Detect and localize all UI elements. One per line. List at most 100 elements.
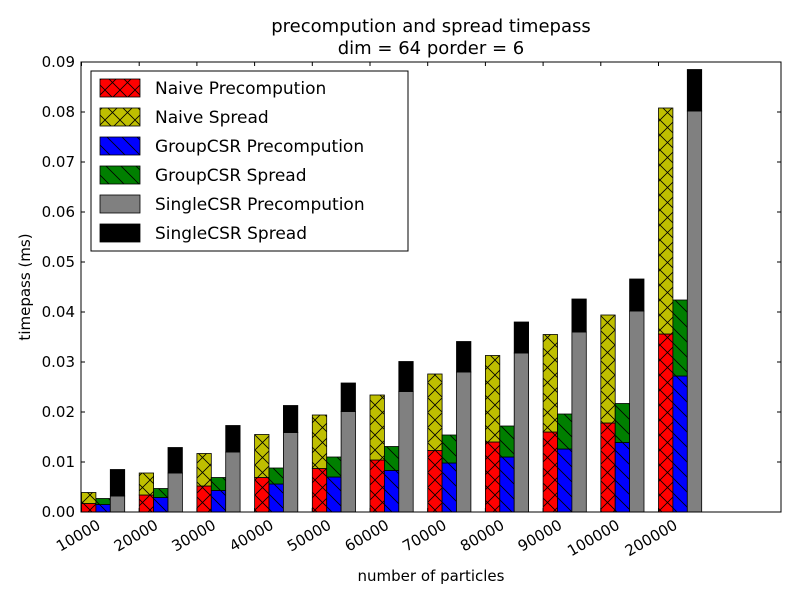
legend-label-groupcsr-precompution: GroupCSR Precompution [155,137,364,157]
bar-singlecsr-precompution-100000 [629,311,644,512]
legend-label-naive-precompution: Naive Precompution [155,79,326,99]
bar-singlecsr-precompution-60000 [398,391,414,512]
bar-hatch-naive-spread-80000 [485,355,500,442]
bar-hatch-groupcsr-spread-200000 [672,300,688,376]
chart-subtitle: dim = 64 porder = 6 [338,38,525,59]
y-tick-label: 0.01 [42,453,75,471]
bar-hatch-groupcsr-spread-60000 [384,446,399,471]
bar-singlecsr-spread-50000 [341,383,356,412]
legend-swatch-hatch-naive-spread [100,108,140,126]
bar-hatch-naive-spread-60000 [370,395,385,460]
bar-singlecsr-precompution-200000 [687,111,702,512]
bar-hatch-groupcsr-spread-40000 [269,468,284,484]
bar-outline-singlecsr-spread-20000 [167,447,183,474]
bar-outline-naive-spread-200000 [658,107,674,335]
bar-hatch-groupcsr-precompution-90000 [557,449,572,512]
bar-hatch-naive-precompution-60000 [370,460,385,512]
bar-outline-singlecsr-spread-90000 [571,298,587,333]
y-tick-label: 0.08 [42,103,75,121]
y-tick-label: 0.00 [42,503,75,521]
bar-hatch-groupcsr-precompution-100000 [615,442,630,512]
bar-hatch-groupcsr-spread-100000 [615,403,630,443]
bar-hatch-naive-precompution-70000 [427,450,443,512]
bar-hatch-naive-spread-100000 [600,315,616,423]
bar-hatch-naive-spread-90000 [543,334,558,432]
bar-singlecsr-spread-200000 [687,69,702,111]
chart-title: precompution and spread timepass [271,16,591,37]
bar-outline-naive-spread-70000 [427,373,443,451]
bar-hatch-groupcsr-spread-90000 [557,414,572,449]
bar-hatch-groupcsr-spread-50000 [326,457,342,477]
bar-outline-naive-spread-40000 [254,434,270,478]
bar-hatch-groupcsr-precompution-20000 [153,497,168,512]
bar-singlecsr-precompution-10000 [110,496,125,512]
bar-hatch-groupcsr-precompution-60000 [384,470,399,512]
bar-outline-naive-spread-50000 [311,414,328,469]
bar-singlecsr-precompution-20000 [168,473,183,512]
bar-outline-naive-spread-90000 [542,334,558,433]
bar-outline-singlecsr-spread-60000 [398,361,414,392]
bar-hatch-groupcsr-precompution-50000 [326,477,342,512]
bar-singlecsr-precompution-70000 [456,372,471,512]
legend-label-singlecsr-spread: SingleCSR Spread [155,224,307,244]
bar-hatch-naive-precompution-20000 [139,495,154,512]
bar-singlecsr-spread-80000 [514,322,529,353]
y-tick-label: 0.03 [42,353,75,371]
bar-hatch-naive-spread-20000 [139,473,154,495]
bar-hatch-groupcsr-precompution-30000 [211,490,226,512]
bar-singlecsr-spread-100000 [629,279,644,311]
bar-outline-singlecsr-spread-50000 [340,382,356,412]
bar-outline-naive-spread-60000 [369,394,385,461]
bar-singlecsr-spread-10000 [110,469,125,496]
bar-hatch-naive-spread-40000 [254,434,269,478]
bar-hatch-groupcsr-spread-30000 [211,477,226,491]
bar-hatch-naive-spread-30000 [196,453,212,486]
bar-hatch-naive-precompution-90000 [543,432,558,512]
legend-swatch-outline-naive-spread [99,107,141,127]
bar-outline-singlecsr-spread-10000 [109,469,126,497]
bar-outline-singlecsr-spread-70000 [456,341,472,373]
bar-singlecsr-precompution-80000 [514,353,529,512]
bar-hatch-naive-precompution-80000 [485,442,500,512]
bar-hatch-naive-spread-10000 [81,492,96,504]
bar-hatch-naive-spread-200000 [658,108,673,334]
legend-swatch-singlecsr-precompution [100,195,140,213]
legend-swatch-singlecsr-spread [100,224,140,242]
bar-hatch-groupcsr-precompution-80000 [499,457,515,512]
bar-singlecsr-precompution-30000 [225,452,241,512]
y-tick-label: 0.09 [42,53,75,71]
bar-outline-singlecsr-spread-30000 [225,425,241,453]
bar-outline-singlecsr-spread-80000 [513,321,530,354]
y-tick-label: 0.06 [42,203,75,221]
bar-singlecsr-precompution-50000 [341,411,356,512]
legend-swatch-outline-naive-precompution [99,78,141,98]
bar-hatch-groupcsr-precompution-70000 [442,463,457,512]
legend-swatch-hatch-naive-precompution [100,79,140,97]
bar-hatch-naive-precompution-30000 [196,486,212,512]
plot-frame [80,61,782,513]
x-axis-label: number of particles [358,567,505,585]
bar-outline-naive-spread-30000 [196,453,212,487]
y-tick-label: 0.05 [42,253,75,271]
bar-hatch-groupcsr-spread-70000 [442,435,457,463]
legend: Naive Precompution Naive Spread GroupCSR P… [90,70,409,252]
bar-outline-singlecsr-spread-200000 [686,69,703,112]
legend-swatch-hatch-groupcsr-precompution [100,137,140,155]
y-tick-label: 0.04 [42,303,75,321]
y-tick-label: 0.02 [42,403,75,421]
bar-singlecsr-spread-70000 [456,341,471,372]
bar-singlecsr-spread-90000 [571,299,587,332]
bar-hatch-naive-precompution-200000 [658,334,673,512]
bar-singlecsr-spread-40000 [283,405,298,433]
legend-label-groupcsr-spread: GroupCSR Spread [155,166,307,186]
bar-hatch-groupcsr-precompution-40000 [269,484,284,512]
bar-outline-naive-spread-80000 [484,355,501,443]
legend-box [90,70,409,252]
bar-hatch-naive-precompution-100000 [600,423,616,512]
bar-outline-singlecsr-spread-40000 [282,405,299,433]
bar-singlecsr-precompution-90000 [571,332,587,512]
legend-swatch-outline-singlecsr-precompution [99,194,141,214]
legend-swatch-outline-groupcsr-spread [99,165,141,185]
